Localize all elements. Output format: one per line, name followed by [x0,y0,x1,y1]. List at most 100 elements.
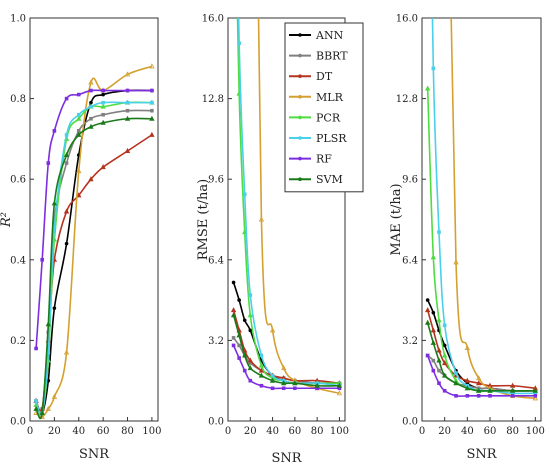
legend-label-svm: SVM [316,173,343,186]
y-tick-label: 0.0 [10,417,26,428]
x-tick-label: 0 [225,426,231,437]
data-point-bbrt [89,116,93,121]
x-tick-label: 80 [121,426,134,437]
data-point-ann [242,318,247,323]
x-tick-label: 80 [506,426,519,437]
data-point-svm [124,115,131,121]
data-point-svm [100,119,106,125]
legend: ANN BBRT DT MLR PCR PLSR RF SVM [284,22,364,193]
y-tick-label: 6.4 [402,255,418,266]
y-tick-label: 0.0 [402,417,418,428]
x-tick-label: 20 [244,426,257,437]
x-tick-label: 100 [526,426,545,437]
data-point-plsr [34,399,38,403]
data-point-rf [46,161,51,165]
data-point-mlr [464,344,470,350]
y-tick-label: 0.0 [208,417,224,428]
data-point-rf [242,368,247,373]
data-point-plsr [64,133,69,137]
data-point-bbrt [125,108,130,113]
data-point-rf [101,88,105,93]
data-point-svm [269,377,276,383]
data-point-rf [465,394,470,398]
data-point-rf [281,386,286,391]
y-tick-label: 16.0 [202,14,224,25]
data-point-mlr [258,216,265,222]
x-axis-label: SNR [79,447,110,462]
y-tick-label: 3.2 [208,336,224,347]
data-point-pcr [436,317,442,323]
data-point-svm [281,380,287,386]
legend-label-rf: RF [316,153,332,166]
series-line-mlr [257,18,340,395]
data-point-mlr [476,375,482,381]
data-point-plsr [270,373,275,378]
x-tick-label: 40 [461,426,474,437]
panel-mae: 0 20 40 60 80 100 0.0 3.2 6.4 9.6 12.8 16.0 SNR MAE (… [389,14,545,463]
data-point-svm [88,123,94,129]
data-point-plsr [150,100,154,105]
data-point-svm [39,409,45,415]
data-point-svm [76,131,82,137]
data-point-svm [258,372,265,378]
data-point-plsr [533,391,538,396]
series-line-svm [232,314,340,387]
y-tick-label: 12.8 [396,94,418,105]
data-point-bbrt [231,336,236,340]
data-point-rf [231,343,236,348]
data-point-plsr [259,353,264,358]
data-point-rf [270,386,275,391]
data-point-svm [442,372,448,378]
legend-marker-bbrt [298,53,302,58]
data-point-mlr [88,79,94,85]
data-point-dt [149,131,155,137]
data-point-mlr [336,390,343,396]
data-point-rf [425,353,430,358]
data-point-svm [236,332,242,338]
data-point-rf [150,88,154,93]
data-point-dt [425,307,431,313]
series-line-ann [35,89,152,415]
x-tick-label: 100 [142,426,161,437]
data-point-dt [258,367,265,373]
data-point-ann [442,343,447,348]
data-point-ann [425,298,430,302]
y-tick-label: 9.6 [208,175,224,186]
data-point-dt [124,147,131,153]
plot-frame [421,17,542,422]
data-point-svm [230,312,237,318]
data-point-dt [430,327,436,333]
series-line-plsr [431,18,536,395]
data-point-svm [430,339,436,345]
data-point-dt [510,382,516,388]
plot-area [230,18,343,396]
data-point-svm [292,380,298,386]
data-point-rf [248,378,253,383]
data-point-dt [63,208,70,214]
data-point-plsr [89,104,93,109]
data-point-rf [237,356,241,360]
data-point-plsr [242,192,247,197]
legend-box [284,22,364,193]
series-line-rf [232,345,340,390]
data-point-rf [40,258,44,262]
data-point-ann [101,92,105,97]
data-point-rf [337,386,342,391]
series-line-rf [35,89,152,349]
data-point-svm [453,380,459,386]
data-point-rf [34,346,38,351]
data-point-rf [52,129,57,133]
data-point-svm [476,387,482,393]
legend-label-mlr: MLR [316,91,344,104]
legend-label-pcr: PCR [316,111,341,124]
y-tick-label: 0.4 [10,255,26,266]
y-tick-label: 16.0 [396,14,418,25]
x-tick-label: 60 [97,426,110,437]
legend-label-plsr: PLSR [316,132,347,145]
legend-marker-pcr [298,115,302,120]
data-point-plsr [248,293,253,297]
data-point-ann [231,280,236,285]
data-point-dt [76,192,82,198]
data-point-svm [336,382,343,388]
